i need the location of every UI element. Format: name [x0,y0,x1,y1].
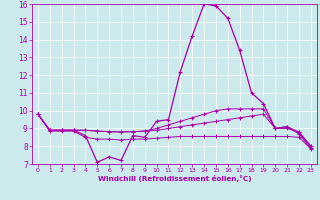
X-axis label: Windchill (Refroidissement éolien,°C): Windchill (Refroidissement éolien,°C) [98,175,251,182]
